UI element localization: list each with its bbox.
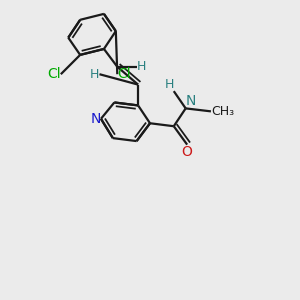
Text: H: H (90, 68, 100, 81)
Text: N: N (186, 94, 196, 108)
Text: O: O (182, 145, 193, 159)
Text: N: N (91, 112, 101, 126)
Text: CH₃: CH₃ (211, 105, 234, 118)
Text: H: H (164, 78, 174, 91)
Text: Cl: Cl (47, 67, 61, 81)
Text: Cl: Cl (117, 67, 131, 81)
Text: H: H (136, 60, 146, 73)
